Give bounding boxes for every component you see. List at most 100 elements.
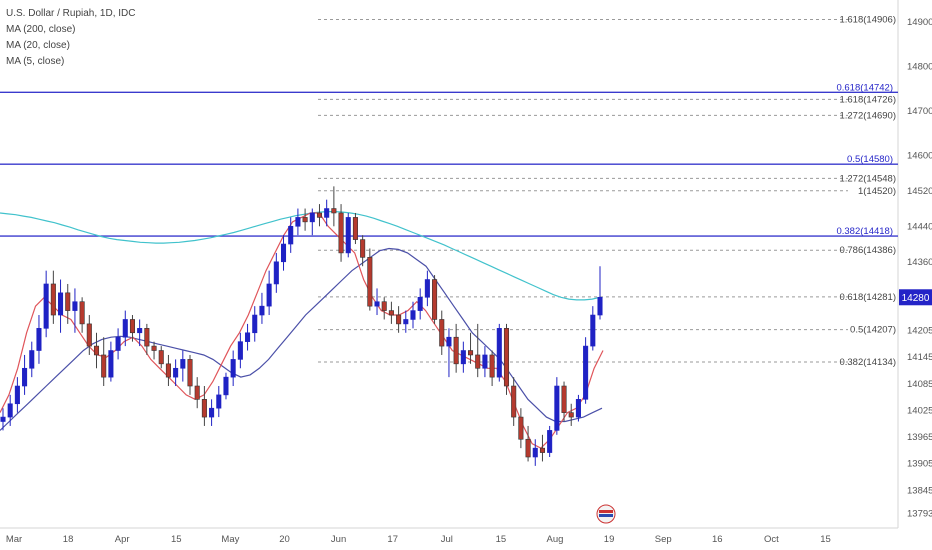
fib-label: 1.272(14548) <box>839 173 896 184</box>
time-tick-label: Sep <box>655 534 672 545</box>
candle-body <box>554 385 560 431</box>
price-tick-label: 14700 <box>907 106 932 117</box>
time-axis[interactable]: Mar 18 Apr 15 May 20 Jun 17 Jul 15 Aug 19 Sep 16 Oct 15 <box>6 534 831 545</box>
time-tick-label: 15 <box>171 534 182 545</box>
candle-body <box>223 376 229 396</box>
candle-body <box>165 363 171 378</box>
price-tick-label: 13793 <box>907 508 932 519</box>
candle-body <box>7 403 13 418</box>
ma5-legend[interactable]: MA (5, close) <box>6 56 65 67</box>
candle-body <box>583 345 589 400</box>
candle-body <box>439 319 445 347</box>
price-tick-label: 14205 <box>907 326 932 337</box>
price-tick-label: 14800 <box>907 62 932 73</box>
time-tick-label: Apr <box>115 534 130 545</box>
candle-body <box>539 447 545 453</box>
candle-body <box>22 367 28 387</box>
level-label: 0.382(14418) <box>836 226 893 237</box>
price-tick-label: 14440 <box>907 221 932 232</box>
candle-body <box>180 359 186 369</box>
candle-body <box>252 314 258 334</box>
price-tick-label: 14145 <box>907 352 932 363</box>
time-tick-label: 16 <box>712 534 723 545</box>
candle-body <box>453 336 459 365</box>
candle-body <box>245 332 251 342</box>
candle-body <box>65 292 71 311</box>
price-tick-label: 14900 <box>907 17 932 28</box>
price-axis[interactable]: 1490014800147001460014520144401436014280… <box>907 17 932 519</box>
candle-body <box>266 283 272 307</box>
level-label: 0.5(14580) <box>847 154 893 165</box>
candle-body <box>503 328 510 387</box>
candle-body <box>209 407 215 418</box>
candle-body <box>50 283 56 316</box>
last-price-tag: 14280 <box>899 289 932 306</box>
candle-body <box>79 301 85 325</box>
candle-body <box>187 359 193 387</box>
price-tag-label: 14280 <box>902 293 930 304</box>
candle-body <box>295 217 301 227</box>
candle-body <box>194 385 200 400</box>
candle-body <box>309 212 315 223</box>
fib-levels: 1.618(14906) 1.618(14726) 1.272(14690) 1.27… <box>318 15 896 368</box>
price-tick-label: 14025 <box>907 405 932 416</box>
fib-label: 0.786(14386) <box>839 245 896 256</box>
time-tick-label: Aug <box>547 534 564 545</box>
ma5-line <box>0 212 604 449</box>
candle-body <box>144 328 150 347</box>
level-label: 0.618(14742) <box>836 82 893 93</box>
candle-body <box>352 217 358 240</box>
candle-body <box>460 350 466 365</box>
candle-body <box>324 208 330 218</box>
time-tick-label: 19 <box>604 534 615 545</box>
candle-body <box>561 385 567 413</box>
candle-body <box>331 208 337 214</box>
candle-body <box>482 354 488 369</box>
candle-body <box>525 438 531 458</box>
candle-body <box>410 310 416 320</box>
candle-body <box>273 261 279 285</box>
candle-body <box>93 345 100 356</box>
candle-body <box>14 385 20 405</box>
candle-body <box>432 279 438 320</box>
time-tick-label: Oct <box>764 534 779 545</box>
symbol-title[interactable]: U.S. Dollar / Rupiah, 1D, IDC <box>6 8 136 19</box>
time-tick-label: Jun <box>331 534 346 545</box>
candle-body <box>280 243 287 263</box>
ma20-legend[interactable]: MA (20, close) <box>6 40 70 51</box>
candle-body <box>86 323 92 347</box>
candle-body <box>345 217 351 254</box>
candle-body <box>29 350 35 369</box>
time-tick-label: 20 <box>279 534 290 545</box>
candle-body <box>381 301 387 311</box>
time-tick-label: 17 <box>387 534 398 545</box>
candle-body <box>475 354 481 369</box>
fib-label: 1.618(14726) <box>839 94 896 105</box>
candle-body <box>396 314 402 325</box>
ma200-legend[interactable]: MA (200, close) <box>6 24 76 35</box>
time-tick-label: Mar <box>6 534 22 545</box>
event-flag-icon[interactable] <box>596 504 616 524</box>
price-tick-label: 14600 <box>907 150 932 161</box>
candle-body <box>568 412 574 418</box>
ma5-path <box>0 212 604 449</box>
candles <box>0 186 603 466</box>
price-tick-label: 13905 <box>907 459 932 470</box>
price-tick-label: 13965 <box>907 432 932 443</box>
candle-body <box>511 385 517 418</box>
candle-body <box>288 225 294 245</box>
candle-body <box>201 399 207 418</box>
candle-body <box>338 212 344 254</box>
fib-label: 0.5(14207) <box>850 325 896 336</box>
candle-body <box>532 447 538 458</box>
horizontal-levels: 0.618(14742) 0.5(14580) 0.382(14418) <box>0 82 898 237</box>
ma200-line <box>0 211 601 301</box>
candle-body <box>115 336 121 351</box>
candle-body <box>216 394 222 409</box>
chart-legend: U.S. Dollar / Rupiah, 1D, IDC MA (200, c… <box>6 6 136 70</box>
candle-body <box>173 367 179 378</box>
candle-body <box>424 279 430 298</box>
candle-body <box>468 350 474 356</box>
candle-body <box>230 359 236 378</box>
